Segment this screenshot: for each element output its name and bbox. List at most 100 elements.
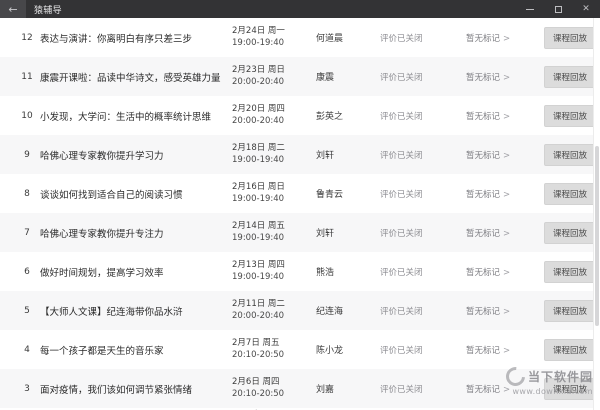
row-mark-link[interactable]: 暂无标记 > bbox=[466, 71, 544, 83]
chevron-right-icon: > bbox=[503, 267, 511, 278]
row-index: 8 bbox=[24, 188, 30, 199]
table-row[interactable]: 3 面对疫情，我们该如何调节紧张情绪 2月6日 周四 20:10-20:50 刘嘉 评价已… bbox=[0, 369, 594, 408]
row-actions: 课程回放 bbox=[544, 26, 594, 49]
row-mark-link[interactable]: 暂无标记 > bbox=[466, 383, 544, 395]
row-time: 19:00-19:40 bbox=[232, 193, 285, 204]
row-actions: 课程回放 bbox=[544, 182, 594, 205]
minimize-button[interactable] bbox=[516, 0, 544, 18]
window-controls: ✕ bbox=[516, 0, 600, 18]
row-index: 6 bbox=[24, 266, 30, 277]
row-course-title: 【大师人文课】纪连海带你品水浒 bbox=[40, 306, 183, 318]
course-replay-button[interactable]: 课程回放 bbox=[544, 182, 594, 205]
title-bar: ← 猿辅导 ✕ bbox=[0, 0, 600, 18]
row-actions: 课程回放 bbox=[544, 299, 594, 322]
scrollbar-thumb[interactable] bbox=[595, 146, 599, 326]
back-arrow-icon[interactable]: ← bbox=[0, 0, 26, 18]
row-evaluation-status: 评价已关闭 bbox=[380, 228, 423, 239]
table-row[interactable]: 10 小发现，大学问：生活中的概率统计思维 2月20日 周四 20:00-20:40 彭… bbox=[0, 96, 594, 135]
row-mark-label: 暂无标记 bbox=[466, 189, 501, 200]
table-row[interactable]: 5 【大师人文课】纪连海带你品水浒 2月11日 周二 20:00-20:40 纪连海 评价… bbox=[0, 291, 594, 330]
chevron-right-icon: > bbox=[503, 33, 511, 44]
row-datetime: 2月14日 周五 19:00-19:40 bbox=[232, 221, 316, 244]
row-mark-link[interactable]: 暂无标记 > bbox=[466, 32, 544, 44]
row-mark-link[interactable]: 暂无标记 > bbox=[466, 149, 544, 161]
row-mark-link[interactable]: 暂无标记 > bbox=[466, 227, 544, 239]
chevron-right-icon: > bbox=[503, 306, 511, 317]
row-teacher: 刘嘉 bbox=[316, 385, 335, 395]
row-teacher: 刘轩 bbox=[316, 229, 335, 239]
row-mark-link[interactable]: 暂无标记 > bbox=[466, 344, 544, 356]
row-time: 20:00-20:40 bbox=[232, 310, 285, 321]
row-datetime: 2月7日 周五 20:10-20:50 bbox=[232, 338, 316, 361]
row-evaluation-status: 评价已关闭 bbox=[380, 267, 423, 278]
row-teacher: 鲁青云 bbox=[316, 190, 344, 200]
vertical-scrollbar[interactable] bbox=[593, 18, 600, 410]
row-mark-label: 暂无标记 bbox=[466, 228, 501, 239]
row-time: 19:00-19:40 bbox=[232, 37, 285, 48]
row-actions: 课程回放 bbox=[544, 65, 594, 88]
row-index: 3 bbox=[24, 383, 30, 394]
row-course-title: 小发现，大学问：生活中的概率统计思维 bbox=[40, 111, 212, 123]
row-time: 19:00-19:40 bbox=[232, 271, 285, 282]
course-replay-button[interactable]: 课程回放 bbox=[544, 26, 594, 49]
table-row[interactable]: 12 表达与演讲：你离明白有序只差三步 2月24日 周一 19:00-19:40 何道晨… bbox=[0, 18, 594, 57]
row-mark-link[interactable]: 暂无标记 > bbox=[466, 266, 544, 278]
row-actions: 课程回放 bbox=[544, 338, 594, 361]
row-date: 2月24日 周一 bbox=[232, 25, 285, 36]
row-date: 2月20日 周四 bbox=[232, 103, 285, 114]
chevron-right-icon: > bbox=[503, 228, 511, 239]
row-actions: 课程回放 bbox=[544, 221, 594, 244]
row-actions: 课程回放 bbox=[544, 260, 594, 283]
row-time: 19:00-19:40 bbox=[232, 154, 285, 165]
table-row[interactable]: 8 谈谈如何找到适合自己的阅读习惯 2月16日 周日 19:00-19:40 鲁青云 评价… bbox=[0, 174, 594, 213]
row-index: 9 bbox=[24, 149, 30, 160]
course-replay-button[interactable]: 课程回放 bbox=[544, 65, 594, 88]
course-replay-button[interactable]: 课程回放 bbox=[544, 143, 594, 166]
row-mark-link[interactable]: 暂无标记 > bbox=[466, 110, 544, 122]
course-replay-button[interactable]: 课程回放 bbox=[544, 104, 594, 127]
course-replay-button[interactable]: 课程回放 bbox=[544, 299, 594, 322]
table-row[interactable]: 6 做好时间规划，提高学习效率 2月13日 周四 19:00-19:40 熊浩 评价已关闭… bbox=[0, 252, 594, 291]
row-mark-link[interactable]: 暂无标记 > bbox=[466, 188, 544, 200]
row-mark-link[interactable]: 暂无标记 > bbox=[466, 305, 544, 317]
row-teacher: 熊浩 bbox=[316, 268, 335, 278]
close-button[interactable]: ✕ bbox=[572, 0, 600, 18]
table-row[interactable]: 7 哈佛心理专家教你提升专注力 2月14日 周五 19:00-19:40 刘轩 评价已关闭… bbox=[0, 213, 594, 252]
row-index: 10 bbox=[21, 110, 33, 121]
chevron-right-icon: > bbox=[503, 345, 511, 356]
row-teacher: 陈小龙 bbox=[316, 346, 344, 356]
minimize-icon bbox=[526, 8, 534, 10]
course-list: 12 表达与演讲：你离明白有序只差三步 2月24日 周一 19:00-19:40 何道晨… bbox=[0, 18, 594, 410]
row-time: 20:10-20:50 bbox=[232, 349, 285, 360]
row-course-title: 面对疫情，我们该如何调节紧张情绪 bbox=[40, 384, 193, 396]
row-evaluation-status: 评价已关闭 bbox=[380, 33, 423, 44]
row-actions: 课程回放 bbox=[544, 104, 594, 127]
row-evaluation-status: 评价已关闭 bbox=[380, 72, 423, 83]
row-time: 20:10-20:50 bbox=[232, 388, 285, 399]
row-index: 12 bbox=[21, 32, 33, 43]
table-row[interactable]: 9 哈佛心理专家教你提升学习力 2月18日 周二 19:00-19:40 刘轩 评价已关闭… bbox=[0, 135, 594, 174]
row-date: 2月16日 周日 bbox=[232, 181, 285, 192]
row-time: 19:00-19:40 bbox=[232, 232, 285, 243]
course-replay-button[interactable]: 课程回放 bbox=[544, 260, 594, 283]
row-teacher: 何道晨 bbox=[316, 34, 344, 44]
row-date: 2月6日 周四 bbox=[232, 376, 280, 387]
course-replay-button[interactable]: 课程回放 bbox=[544, 377, 594, 400]
maximize-button[interactable] bbox=[544, 0, 572, 18]
table-row[interactable]: 4 每一个孩子都是天生的音乐家 2月7日 周五 20:10-20:50 陈小龙 评价已关闭… bbox=[0, 330, 594, 369]
row-datetime: 2月24日 周一 19:00-19:40 bbox=[232, 26, 316, 49]
row-mark-label: 暂无标记 bbox=[466, 111, 501, 122]
row-course-title: 哈佛心理专家教你提升专注力 bbox=[40, 228, 164, 240]
row-course-title: 表达与演讲：你离明白有序只差三步 bbox=[40, 33, 193, 45]
course-replay-button[interactable]: 课程回放 bbox=[544, 221, 594, 244]
close-icon: ✕ bbox=[582, 4, 590, 14]
chevron-right-icon: > bbox=[503, 189, 511, 200]
row-datetime: 2月6日 周四 20:10-20:50 bbox=[232, 377, 316, 400]
chevron-right-icon: > bbox=[503, 111, 511, 122]
row-evaluation-status: 评价已关闭 bbox=[380, 150, 423, 161]
table-row[interactable]: 11 康震开课啦：品读中华诗文，感受英雄力量 2月23日 周日 20:00-20:40… bbox=[0, 57, 594, 96]
row-actions: 课程回放 bbox=[544, 143, 594, 166]
row-time: 20:00-20:40 bbox=[232, 76, 285, 87]
row-course-title: 做好时间规划，提高学习效率 bbox=[40, 267, 164, 279]
course-replay-button[interactable]: 课程回放 bbox=[544, 338, 594, 361]
